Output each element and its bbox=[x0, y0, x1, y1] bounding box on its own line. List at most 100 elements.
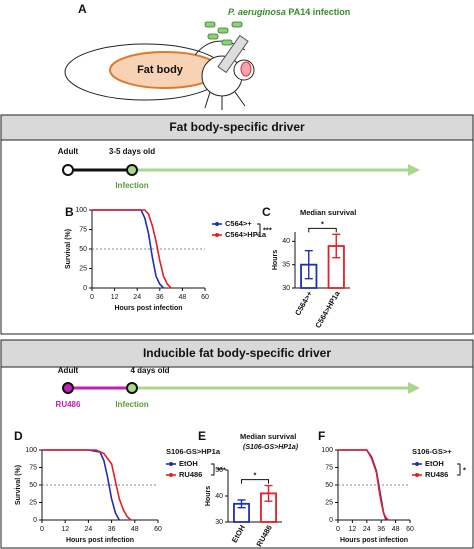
y-tick-label: 75 bbox=[325, 464, 333, 471]
y-tick-label: 50 bbox=[29, 482, 37, 489]
x-tick-label: 24 bbox=[133, 294, 141, 301]
section-title: Fat body-specific driver bbox=[169, 120, 305, 134]
error-bar bbox=[264, 484, 273, 502]
y-axis-label: Survival (%) bbox=[65, 229, 72, 269]
y-tick-label: 25 bbox=[325, 499, 333, 506]
x-tick-label: C564>HP1a bbox=[313, 289, 342, 330]
x-tick-label: 24 bbox=[363, 526, 371, 533]
panel-label: A bbox=[78, 2, 87, 16]
significance: * bbox=[321, 219, 324, 228]
y-tick-label: 30 bbox=[215, 519, 223, 526]
survival-curve bbox=[92, 209, 165, 289]
legend-title: S106-GS>+ bbox=[412, 447, 452, 456]
legend-label: C564>HP1a bbox=[225, 230, 267, 239]
panel-label: B bbox=[65, 205, 74, 219]
legend-marker bbox=[415, 462, 419, 466]
timeline-label: RU486 bbox=[56, 400, 81, 409]
x-tick-label: 12 bbox=[349, 526, 357, 533]
section-header bbox=[0, 114, 474, 141]
infection-title: P. aeruginosa PA14 infection bbox=[228, 7, 350, 17]
legend-label: RU486 bbox=[425, 470, 448, 479]
chart-subtitle: (S106-GS>HP1a) bbox=[243, 444, 299, 451]
timeline-node bbox=[126, 164, 138, 176]
legend-marker bbox=[415, 473, 419, 477]
survival-curve bbox=[92, 209, 172, 289]
error-bar bbox=[304, 249, 313, 280]
legend-marker bbox=[215, 233, 219, 237]
x-tick-label: 48 bbox=[392, 526, 400, 533]
y-tick-label: 25 bbox=[79, 265, 87, 272]
y-tick-label: 100 bbox=[25, 447, 37, 454]
y-axis-label: Hours bbox=[272, 250, 279, 270]
section-header bbox=[0, 339, 474, 368]
x-tick-label: 36 bbox=[156, 294, 164, 301]
section-title: Inducible fat body-specific driver bbox=[143, 346, 331, 360]
x-axis-label: Hours post infection bbox=[340, 537, 408, 544]
fly-legs bbox=[204, 91, 246, 110]
legend-title: S106-GS>HP1a bbox=[166, 447, 221, 456]
error-bar bbox=[237, 499, 246, 509]
y-tick-label: 75 bbox=[79, 226, 87, 233]
panel-label: F bbox=[318, 429, 325, 443]
timeline-label: Adult bbox=[58, 366, 79, 375]
legend-label: RU486 bbox=[179, 470, 202, 479]
timeline-label: 4 days old bbox=[130, 366, 169, 375]
pathogen: P. aeruginosa bbox=[228, 7, 286, 17]
legend-label: EtOH bbox=[179, 459, 198, 468]
survival-curve bbox=[42, 449, 132, 521]
y-tick-label: 0 bbox=[329, 517, 333, 524]
timeline-node bbox=[126, 382, 138, 394]
y-axis-label: Hours bbox=[205, 486, 212, 506]
timeline-arrow bbox=[408, 164, 420, 176]
y-tick-label: 0 bbox=[33, 517, 37, 524]
x-tick-label: 12 bbox=[61, 526, 69, 533]
panel-label: D bbox=[14, 429, 23, 443]
significance: *** bbox=[217, 465, 226, 474]
timeline-label: Infection bbox=[115, 181, 148, 190]
y-tick-label: 0 bbox=[83, 285, 87, 292]
y-tick-label: 50 bbox=[215, 467, 223, 474]
x-tick-label: RU486 bbox=[254, 523, 273, 548]
y-tick-label: 50 bbox=[325, 482, 333, 489]
significance-bracket bbox=[241, 479, 269, 484]
y-tick-label: 30 bbox=[282, 285, 290, 292]
y-tick-label: 100 bbox=[75, 207, 87, 214]
timeline-node bbox=[62, 382, 74, 394]
legend-label: C564>+ bbox=[225, 219, 252, 228]
x-tick-label: 48 bbox=[131, 526, 139, 533]
timeline-label: Infection bbox=[115, 400, 148, 409]
legend-marker bbox=[215, 222, 219, 226]
timeline-node bbox=[62, 164, 74, 176]
y-tick-label: 35 bbox=[282, 262, 290, 269]
fly-eye bbox=[240, 61, 252, 77]
significance-bracket bbox=[211, 463, 215, 476]
survival-curve bbox=[338, 449, 389, 521]
significance: * bbox=[463, 465, 466, 474]
y-tick-label: 25 bbox=[29, 499, 37, 506]
timeline-label: 3-5 days old bbox=[109, 147, 155, 156]
panel-label: C bbox=[262, 205, 271, 219]
syringe bbox=[217, 34, 249, 74]
significance: * bbox=[254, 471, 257, 480]
x-tick-label: 0 bbox=[40, 526, 44, 533]
x-tick-label: 12 bbox=[111, 294, 119, 301]
x-tick-label: 0 bbox=[90, 294, 94, 301]
chart-title: Median survival bbox=[300, 208, 356, 217]
significance-bracket bbox=[457, 463, 461, 476]
x-tick-label: C564>+ bbox=[293, 289, 314, 317]
bacteria bbox=[204, 21, 243, 46]
x-tick-label: 36 bbox=[108, 526, 116, 533]
legend-marker bbox=[169, 473, 173, 477]
x-tick-label: 60 bbox=[201, 294, 209, 301]
strain: PA14 infection bbox=[288, 7, 350, 17]
significance-bracket bbox=[308, 227, 337, 233]
x-tick-label: 36 bbox=[377, 526, 385, 533]
y-tick-label: 100 bbox=[321, 447, 333, 454]
x-tick-label: 0 bbox=[336, 526, 340, 533]
chart-title: Median survival bbox=[240, 432, 296, 441]
x-axis-label: Hours post infection bbox=[66, 537, 134, 544]
legend-label: EtOH bbox=[425, 459, 444, 468]
legend-marker bbox=[169, 462, 173, 466]
significance-bracket bbox=[257, 223, 261, 236]
